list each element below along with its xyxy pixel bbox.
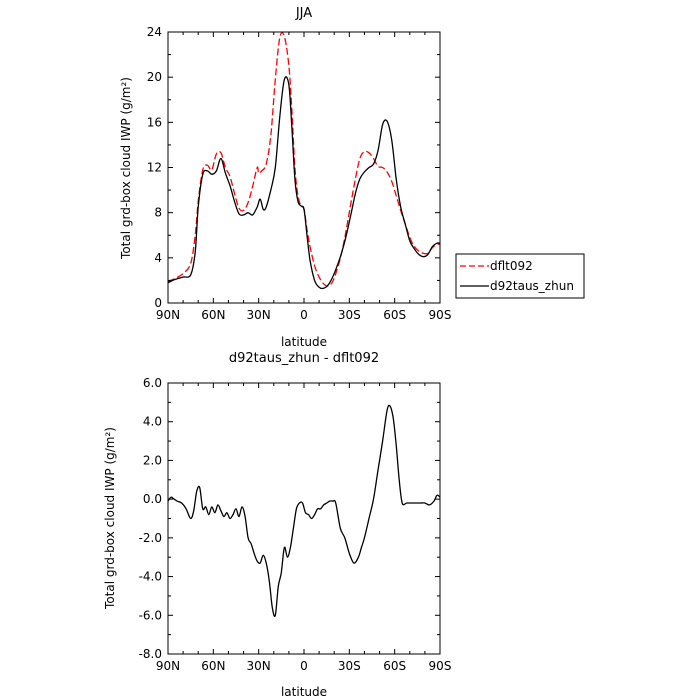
- bottom-y-tick-label: -8.0: [139, 647, 162, 661]
- top-x-tick-label: 30N: [247, 308, 271, 322]
- top-y-tick-label: 12: [147, 161, 162, 175]
- bottom-chart-title: d92taus_zhun - dflt092: [229, 351, 379, 366]
- top-panel: JJA Total grd-box cloud IWP (g/m²) latit…: [119, 6, 585, 349]
- bottom-x-tick-label: 90N: [156, 659, 180, 673]
- bottom-y-tick-label: 6.0: [143, 376, 162, 390]
- top-y-tick-label: 4: [154, 251, 162, 265]
- bottom-x-axis-label: latitude: [281, 685, 327, 699]
- top-x-tick-label: 90N: [156, 308, 180, 322]
- bottom-y-tick-label: -4.0: [139, 570, 162, 584]
- bottom-y-tick-label: 4.0: [143, 415, 162, 429]
- bottom-x-tick-label: 30N: [247, 659, 271, 673]
- top-x-tick-label: 60S: [383, 308, 406, 322]
- top-x-tick-label: 0: [300, 308, 308, 322]
- bottom-series-line-diff-0: [167, 404, 441, 618]
- top-series-line-dflt092: [167, 31, 441, 287]
- top-y-tick-label: 24: [147, 25, 162, 39]
- legend-label-dflt092: dflt092: [490, 259, 533, 273]
- bottom-y-tick-label: 2.0: [143, 453, 162, 467]
- bottom-x-tick-label: 60S: [383, 659, 406, 673]
- top-x-tick-label: 90S: [429, 308, 452, 322]
- legend-box: [455, 253, 585, 299]
- top-y-tick-label: 16: [147, 115, 162, 129]
- bottom-x-tick-label: 30S: [338, 659, 361, 673]
- bottom-x-tick-label: 90S: [429, 659, 452, 673]
- top-y-tick-label: 20: [147, 70, 162, 84]
- top-x-axis-label: latitude: [281, 335, 327, 349]
- bottom-x-tick-label: 60N: [201, 659, 225, 673]
- top-y-tick-label: 0: [154, 296, 162, 310]
- top-x-tick-label: 60N: [201, 308, 225, 322]
- bottom-y-tick-label: 0.0: [143, 492, 162, 506]
- bottom-y-axis-label: Total grd-box cloud IWP (g/m²): [103, 427, 117, 610]
- bottom-series-group: [167, 404, 441, 618]
- top-y-tick-label: 8: [154, 206, 162, 220]
- bottom-plot-frame: [167, 382, 441, 655]
- bottom-y-tick-label: -6.0: [139, 608, 162, 622]
- top-series-line-d92taus_zhun: [167, 76, 441, 290]
- legend-label-d92taus_zhun: d92taus_zhun: [490, 279, 574, 293]
- bottom-x-tick-label: 0: [300, 659, 308, 673]
- top-y-axis-label: Total grd-box cloud IWP (g/m²): [119, 77, 133, 260]
- bottom-y-tick-label: -2.0: [139, 531, 162, 545]
- top-chart-title: JJA: [295, 6, 312, 21]
- top-series-group: [167, 31, 441, 290]
- top-x-tick-label: 30S: [338, 308, 361, 322]
- bottom-panel: d92taus_zhun - dflt092 Total grd-box clo…: [103, 351, 451, 699]
- legend: dflt092 d92taus_zhun: [455, 253, 585, 299]
